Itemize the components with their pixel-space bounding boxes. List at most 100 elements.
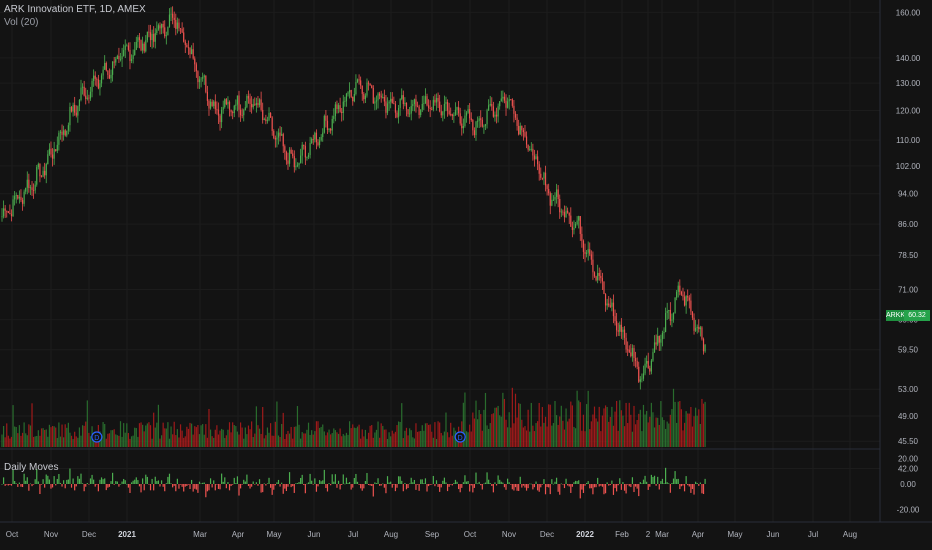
volume-bar: [495, 407, 498, 447]
volume-bar: [592, 414, 594, 447]
volume-bar: [367, 432, 370, 447]
daily-move-bar: [44, 484, 46, 488]
volume-bar: [303, 433, 305, 447]
candle-body: [682, 294, 684, 297]
volume-bar: [663, 420, 665, 447]
volume-bar: [451, 435, 453, 447]
volume-bar: [472, 412, 474, 447]
volume-bar: [208, 408, 210, 447]
daily-move-bar: [72, 478, 74, 484]
volume-bar: [349, 421, 351, 447]
volume-bar: [352, 424, 354, 447]
candle-body: [66, 130, 68, 136]
daily-move-bar: [232, 484, 234, 485]
candle-body: [224, 99, 226, 108]
daily-move-bar: [431, 484, 433, 485]
candle-body: [458, 107, 460, 114]
daily-move-bar: [538, 484, 540, 492]
daily-move-bar: [191, 479, 193, 484]
time-tick-label: Feb: [615, 530, 629, 539]
volume-bar: [385, 429, 387, 447]
daily-move-bar: [189, 484, 191, 490]
volume-bar: [225, 435, 227, 447]
candle-body: [179, 28, 182, 30]
daily-move-bar: [568, 484, 570, 487]
daily-move-bar: [576, 481, 578, 484]
candle-body: [282, 134, 284, 147]
volume-bar: [59, 436, 62, 447]
candle-body: [263, 119, 265, 121]
daily-move-bar: [288, 472, 291, 484]
price-tick-label: 78.50: [898, 251, 919, 260]
daily-move-bar: [331, 474, 333, 484]
moves-axis[interactable]: 20.00 0.00 -20.00: [897, 454, 920, 514]
volume-indicator-label[interactable]: Vol (20): [4, 17, 39, 28]
daily-move-bar: [404, 483, 406, 484]
volume-bar: [235, 426, 237, 447]
volume-bar: [287, 430, 289, 447]
candle-body: [164, 27, 166, 37]
daily-move-bar: [410, 477, 412, 484]
volume-bar: [100, 435, 103, 447]
volume-bar: [513, 423, 515, 447]
volume-bar: [70, 435, 73, 447]
volume-bar: [134, 427, 136, 447]
daily-move-bar: [619, 478, 621, 484]
volume-bar: [216, 425, 218, 447]
volume-bar: [251, 421, 253, 447]
volume-bar: [159, 438, 161, 447]
candle-body: [350, 90, 352, 97]
daily-move-bar: [221, 473, 223, 484]
candle-body: [175, 19, 177, 29]
volume-bar: [347, 434, 349, 447]
candle-body: [399, 98, 401, 108]
candle-body: [31, 187, 33, 190]
volume-bar: [48, 424, 50, 447]
candle-body: [186, 44, 188, 48]
candle-body: [157, 25, 160, 30]
daily-move-bar: [143, 484, 145, 491]
daily-move-bar: [270, 484, 272, 488]
daily-move-bar: [442, 480, 444, 484]
volume-bar: [360, 438, 362, 447]
candle-body: [586, 252, 588, 254]
candle-body: [465, 112, 468, 116]
daily-move-bar: [25, 480, 27, 484]
time-axis[interactable]: Oct Nov Dec 2021 Mar Apr May Jun Jul Aug Sep Oct Nov…: [6, 530, 857, 539]
daily-move-bar: [353, 477, 355, 484]
volume-bar: [112, 430, 114, 447]
daily-move-bar: [360, 484, 362, 489]
volume-bar: [51, 426, 54, 447]
candle-body: [247, 96, 250, 99]
volume-bar: [598, 406, 600, 447]
candle-body: [320, 137, 322, 141]
daily-move-bar: [364, 481, 366, 484]
volume-bar: [206, 437, 208, 447]
candle-body: [249, 98, 251, 105]
price-axis[interactable]: 160.00 140.00 130.00 120.00 110.00 102.00 94.0…: [896, 8, 921, 473]
daily-moves-label[interactable]: Daily Moves: [4, 462, 59, 473]
candle-body: [405, 102, 408, 110]
volume-bar: [232, 422, 234, 447]
daily-move-bar: [623, 484, 626, 491]
candle-body: [428, 105, 430, 108]
time-tick-label: 2021: [118, 530, 136, 539]
candle-body: [47, 154, 49, 165]
candle-body: [439, 101, 441, 112]
daily-move-bar: [205, 484, 207, 498]
volume-bar: [173, 421, 175, 447]
volume-bar: [524, 426, 526, 447]
daily-move-bar: [50, 484, 52, 489]
chart-title[interactable]: ARK Innovation ETF, 1D, AMEX: [4, 4, 146, 15]
volume-bar: [391, 430, 393, 447]
candle-body: [255, 102, 257, 106]
volume-bar: [685, 411, 687, 447]
candle-body: [322, 132, 324, 138]
daily-move-bar: [480, 484, 482, 486]
daily-move-bar: [478, 481, 480, 484]
daily-move-bar: [672, 478, 675, 484]
volume-bar: [529, 431, 531, 447]
daily-move-bar: [668, 483, 670, 484]
volume-bar: [464, 392, 466, 447]
